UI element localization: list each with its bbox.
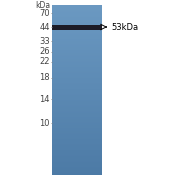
Text: 53kDa: 53kDa bbox=[111, 22, 138, 32]
Text: 10: 10 bbox=[39, 118, 50, 127]
Text: 26: 26 bbox=[39, 48, 50, 57]
Text: 18: 18 bbox=[39, 73, 50, 82]
Text: 70: 70 bbox=[39, 8, 50, 17]
Text: 44: 44 bbox=[39, 22, 50, 32]
Bar bbox=[52, 24, 102, 30]
Text: 14: 14 bbox=[39, 94, 50, 103]
Text: 22: 22 bbox=[39, 57, 50, 66]
Text: 33: 33 bbox=[39, 37, 50, 46]
Text: kDa: kDa bbox=[35, 1, 50, 10]
